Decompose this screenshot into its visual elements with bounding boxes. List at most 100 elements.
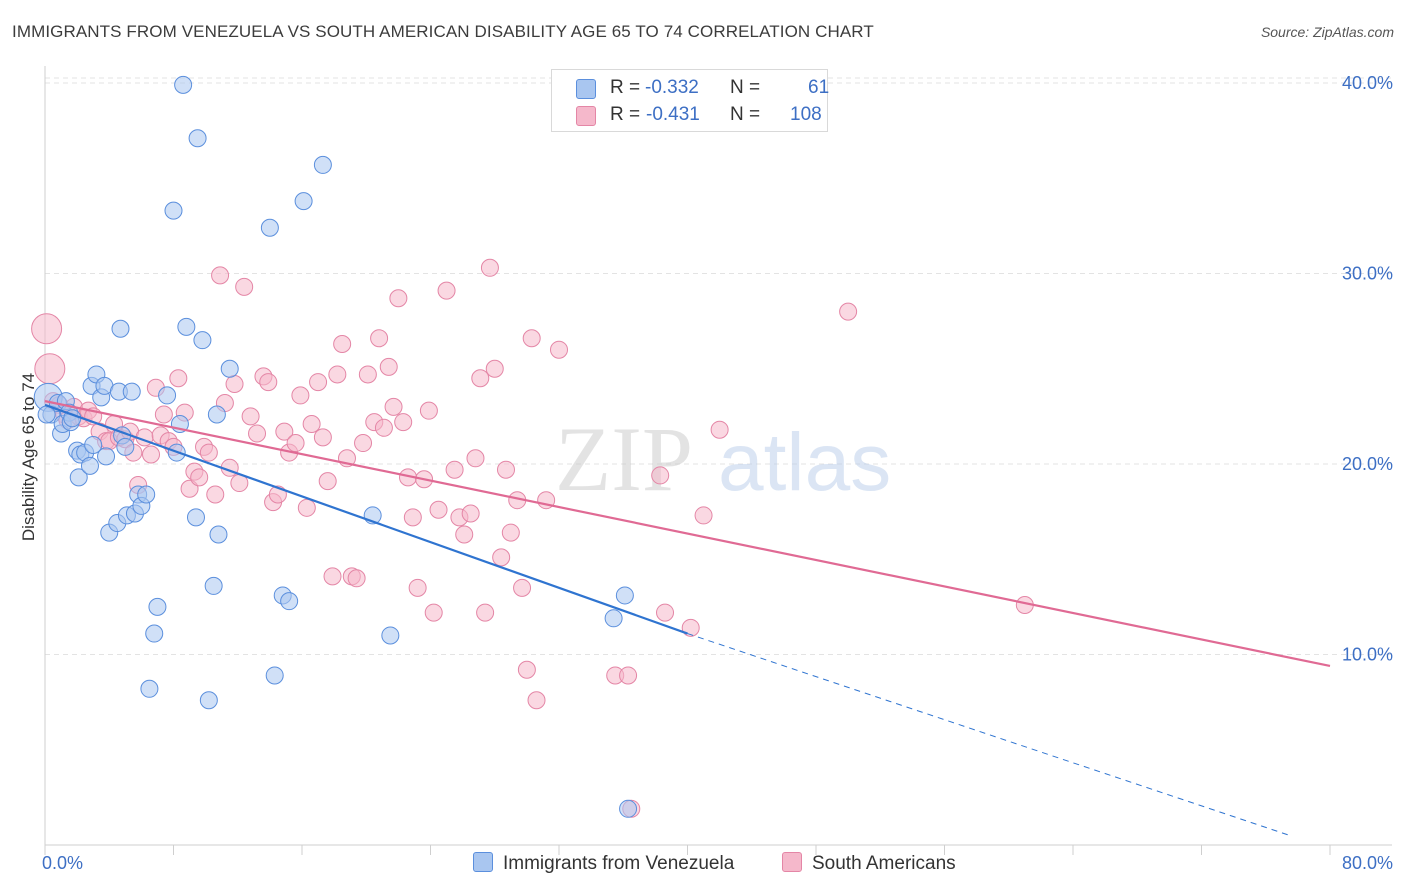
point-south-americans: [211, 266, 230, 285]
point-south-americans: [358, 365, 377, 384]
axes: [44, 66, 1392, 855]
point-south-americans: [235, 277, 254, 296]
point-venezuela: [207, 405, 226, 424]
gridlines: [45, 77, 1392, 655]
bottom-legend-swatch-pink: [782, 852, 802, 872]
point-south-americans: [347, 569, 366, 588]
point-south-americans: [190, 468, 209, 487]
point-venezuela: [111, 319, 130, 338]
point-south-americans: [437, 281, 456, 300]
point-south-americans: [333, 334, 352, 353]
point-south-americans: [286, 434, 305, 453]
series-south-americans: [31, 258, 1034, 818]
point-south-americans: [501, 523, 520, 542]
y-tick-label: 10.0%: [1342, 645, 1393, 665]
point-venezuela: [188, 129, 207, 148]
point-south-americans: [492, 548, 511, 567]
point-venezuela: [97, 447, 116, 466]
point-south-americans: [496, 460, 515, 479]
point-venezuela: [145, 624, 164, 643]
point-venezuela: [209, 525, 228, 544]
watermark-zip: ZIP: [555, 408, 693, 510]
legend-swatch-blue: [576, 79, 596, 99]
point-south-americans: [379, 357, 398, 376]
legend-n-label: N =: [730, 104, 761, 125]
point-south-americans: [328, 365, 347, 384]
point-south-americans: [34, 353, 66, 385]
legend-n-label: N =: [730, 77, 761, 98]
point-venezuela: [148, 597, 167, 616]
x-tick-label: 0.0%: [42, 853, 83, 873]
watermark: ZIP atlas: [555, 408, 891, 510]
point-south-americans: [710, 420, 729, 439]
point-venezuela: [604, 609, 623, 628]
bottom-legend-label: Immigrants from Venezuela: [503, 853, 735, 874]
point-venezuela: [140, 679, 159, 698]
point-south-americans: [681, 618, 700, 637]
legend-r-label: R =: [610, 77, 641, 98]
point-venezuela: [381, 626, 400, 645]
point-south-americans: [424, 603, 443, 622]
point-south-americans: [169, 369, 188, 388]
series-venezuela: [33, 75, 638, 818]
point-south-americans: [275, 422, 294, 441]
y-tick-label: 40.0%: [1342, 73, 1393, 93]
legend-r-value: -0.431: [646, 104, 700, 125]
point-south-americans: [517, 660, 536, 679]
point-venezuela: [220, 359, 239, 378]
point-south-americans: [480, 258, 499, 277]
point-south-americans: [471, 369, 490, 388]
trend-line-venezuela: [44, 403, 688, 635]
point-south-americans: [694, 506, 713, 525]
point-south-americans: [550, 340, 568, 359]
point-south-americans: [318, 472, 337, 491]
point-south-americans: [527, 691, 546, 710]
bottom-legend-swatch-blue: [473, 852, 493, 872]
legend-r-value: -0.332: [645, 77, 699, 98]
point-venezuela: [137, 485, 156, 504]
point-south-americans: [403, 508, 422, 527]
legend-n-value: 108: [790, 104, 822, 125]
point-south-americans: [374, 418, 393, 437]
point-south-americans: [370, 329, 389, 348]
point-venezuela: [177, 317, 196, 336]
legend-n-value: 61: [808, 77, 830, 98]
y-axis-label: Disability Age 65 to 74: [19, 373, 38, 541]
point-south-americans: [291, 386, 310, 405]
point-venezuela: [294, 192, 313, 211]
trend-line-south-americans: [44, 400, 1331, 668]
legend-swatch-pink: [576, 106, 596, 126]
point-venezuela: [615, 586, 634, 605]
point-south-americans: [199, 443, 218, 462]
point-south-americans: [429, 500, 448, 519]
y-tick-label: 20.0%: [1342, 454, 1393, 474]
x-tick-label: 80.0%: [1342, 853, 1393, 873]
point-venezuela: [164, 201, 183, 220]
point-venezuela: [174, 75, 193, 94]
point-venezuela: [122, 382, 141, 401]
point-south-americans: [142, 445, 161, 464]
point-south-americans: [455, 525, 474, 544]
point-south-americans: [651, 466, 670, 485]
point-venezuela: [69, 468, 88, 487]
bottom-legend-label: South Americans: [812, 853, 956, 874]
point-venezuela: [619, 799, 638, 818]
point-venezuela: [193, 331, 212, 350]
correlation-legend: R = -0.332 N = 61 R = -0.431 N = 108: [551, 69, 830, 132]
trend-extension-venezuela: [687, 633, 1291, 836]
point-venezuela: [84, 435, 103, 454]
point-south-americans: [476, 603, 495, 622]
point-venezuela: [260, 218, 279, 237]
point-venezuela: [204, 576, 223, 595]
point-south-americans: [466, 449, 485, 468]
source-label: Source: ZipAtlas.com: [1260, 24, 1394, 40]
point-south-americans: [154, 405, 173, 424]
point-south-americans: [313, 428, 332, 447]
bottom-legend-venezuela: Immigrants from Venezuela: [473, 852, 734, 875]
point-south-americans: [248, 424, 267, 443]
watermark-atlas: atlas: [718, 417, 891, 508]
point-venezuela: [265, 666, 284, 685]
point-south-americans: [619, 666, 638, 685]
point-south-americans: [323, 567, 342, 586]
point-venezuela: [116, 437, 135, 456]
